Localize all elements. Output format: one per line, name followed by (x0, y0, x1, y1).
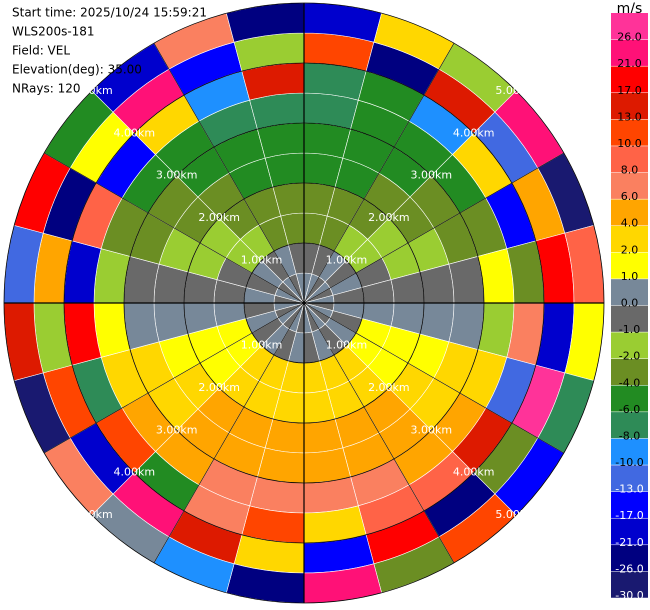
colorbar-bin (611, 225, 648, 253)
range-ring-label: 3.00km (410, 169, 452, 182)
colorbar-bin (611, 13, 648, 40)
spoke (303, 43, 455, 304)
colorbar-bin (611, 172, 648, 200)
colorbar-bin (611, 571, 648, 598)
colorbar-tick-label: 2.0 (621, 243, 639, 256)
colorbar-bin (611, 385, 648, 412)
colorbar-tick-label: 6.0 (621, 190, 639, 203)
velocity-cell (123, 256, 160, 304)
velocity-cell (303, 122, 351, 159)
spoke (303, 152, 564, 304)
range-ring-label: 4.00km (114, 126, 156, 139)
colorbar-bin (611, 39, 648, 67)
range-ring-label: 2.00km (368, 381, 410, 394)
colorbar-bin (611, 438, 648, 466)
colorbar-bin (611, 544, 648, 572)
range-ring-label: 1.00km (326, 338, 368, 351)
colorbar-tick-label: 0.0 (621, 297, 639, 310)
colorbar-tick-label: 26.0 (617, 31, 642, 44)
range-ring-label: 4.00km (453, 466, 495, 479)
range-ring-label: 4.00km (453, 126, 495, 139)
colorbar-bin (611, 358, 648, 386)
colorbar-bin (611, 465, 648, 492)
range-ring-label: 1.00km (241, 254, 283, 267)
range-ring-label: 1.00km (241, 338, 283, 351)
colorbar-tick-label: -8.0 (619, 429, 640, 442)
velocity-cell (303, 447, 351, 484)
range-ring (243, 242, 365, 364)
range-ring-label: 3.00km (156, 423, 198, 436)
overlay: 1.00km 1.00km 1.00km 1.00km 2.00km 2.00km 2.00… (3, 2, 605, 604)
colorbar-bin (611, 491, 648, 519)
info-line: WLS200s-181 (12, 25, 95, 39)
velocity-cell (257, 447, 305, 484)
range-ring-label: 5.00km (71, 508, 113, 521)
colorbar-bin (611, 92, 648, 120)
colorbar-tick-label: -6.0 (619, 403, 640, 416)
colorbar-tick-label: -10.0 (615, 456, 643, 469)
range-ring (183, 182, 425, 424)
velocity-cell (448, 302, 485, 350)
velocity-cell (123, 302, 160, 350)
info-line: NRays: 120 (12, 82, 81, 96)
colorbar-tick-label: -26.0 (615, 562, 643, 575)
info-line: Field: VEL (12, 44, 70, 58)
range-ring (123, 122, 485, 484)
range-ring-label: 5.00km (495, 508, 537, 521)
spoke (153, 43, 305, 304)
colorbar-tick-label: -2.0 (619, 350, 640, 363)
colorbar-tick-label: 8.0 (621, 164, 639, 177)
colorbar-tick-label: 1.0 (621, 270, 639, 283)
colorbar-tick-label: -30.0 (615, 589, 643, 602)
range-ring-label: 2.00km (198, 211, 240, 224)
velocity-cell (448, 256, 485, 304)
colorbar-bin (611, 411, 648, 439)
colorbar-bin (611, 252, 648, 279)
range-ring-label: 5.00km (495, 84, 537, 97)
colorbar-tick-label: 4.0 (621, 217, 639, 230)
range-ring-label: 4.00km (114, 466, 156, 479)
spoke (153, 302, 305, 563)
colorbar-bin (611, 518, 648, 545)
info-text: Start time: 2025/10/24 15:59:21 WLS200s-1… (12, 6, 207, 96)
spoke (303, 302, 455, 563)
colorbar-tick-label: 13.0 (617, 110, 642, 123)
spoke (44, 302, 305, 454)
range-ring (63, 62, 545, 544)
range-ring-label: 3.00km (410, 423, 452, 436)
range-ring (3, 2, 605, 604)
colorbar-bin (611, 66, 648, 93)
colorbar-bin (611, 278, 648, 306)
info-line: Start time: 2025/10/24 15:59:21 (12, 6, 207, 20)
velocity-cell (257, 122, 305, 159)
colorbar-tick-label: -17.0 (615, 509, 643, 522)
colorbar-tick-label: -1.0 (619, 323, 640, 336)
colorbar-bin (611, 145, 648, 173)
colorbar-bin (611, 332, 648, 359)
colorbar-tick-label: -4.0 (619, 376, 640, 389)
colorbar-bin (611, 305, 648, 333)
colorbar-tick-label: 10.0 (617, 137, 642, 150)
colorbar-tick-label: -13.0 (615, 483, 643, 496)
range-ring-label: 2.00km (368, 211, 410, 224)
colorbar-bin (611, 199, 648, 226)
range-ring-label: 2.00km (198, 381, 240, 394)
velocity-field (3, 2, 605, 604)
colorbar-tick-label: 21.0 (617, 57, 642, 70)
colorbar-tick-label: 17.0 (617, 84, 642, 97)
range-ring-label: 1.00km (326, 254, 368, 267)
colorbar-bin (611, 119, 648, 146)
range-ring-label: 5.00km (71, 84, 113, 97)
range-ring-label: 3.00km (156, 169, 198, 182)
spoke (303, 302, 564, 454)
spoke (44, 152, 305, 304)
colorbar-tick-label: -21.0 (615, 536, 643, 549)
info-line: Elevation(deg): 35.00 (12, 63, 142, 77)
colorbar: m/s26.021.017.013.010.08.06.04.02.01.00.… (611, 1, 648, 602)
